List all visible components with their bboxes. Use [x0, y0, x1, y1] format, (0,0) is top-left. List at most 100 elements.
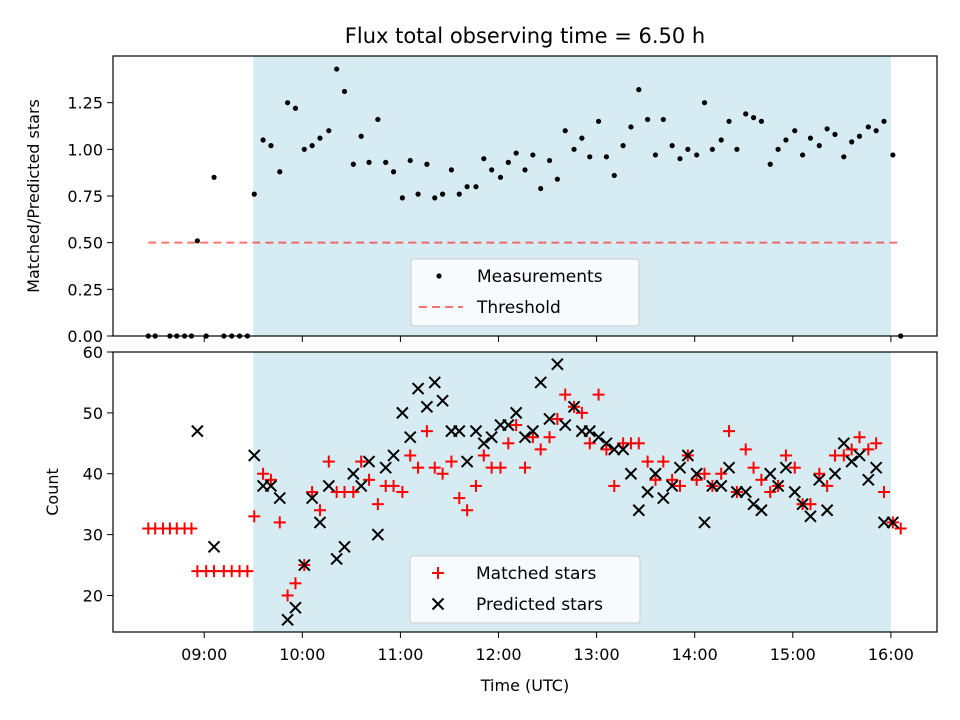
predicted-point — [289, 601, 302, 614]
predicted-point — [755, 504, 768, 517]
measurement-point — [611, 172, 617, 179]
x-tick-label: 16:00 — [868, 645, 914, 664]
measurement-point — [309, 143, 315, 149]
count-legend: Matched stars Predicted stars — [409, 555, 641, 624]
predicted-point — [820, 504, 834, 517]
matched-point — [788, 461, 801, 474]
predicted-point — [460, 455, 474, 468]
measurement-point — [767, 161, 773, 167]
legend-measurement-marker — [436, 273, 442, 279]
measurement-point — [800, 152, 806, 158]
measurement-point — [677, 156, 683, 162]
matched-point — [273, 516, 286, 529]
predicted-point — [739, 485, 752, 499]
matched-point — [412, 461, 425, 474]
predicted-point — [305, 491, 319, 505]
matched-point — [813, 467, 826, 480]
measurement-point — [701, 100, 708, 106]
matched-point — [739, 443, 752, 456]
predicted-point — [526, 424, 540, 438]
matched-point — [428, 461, 441, 474]
predicted-point — [436, 394, 449, 407]
x-tick-label: 14:00 — [672, 645, 718, 664]
ratio-panel: 0.00 0.25 0.50 0.75 1.00 1.25 Matched/Predict… — [24, 55, 938, 346]
matched-point — [396, 486, 409, 498]
matched-point — [551, 412, 564, 425]
predicted-point — [338, 540, 351, 553]
predicted-point — [477, 437, 491, 450]
matched-point — [747, 461, 760, 474]
count-panel-frame — [112, 351, 938, 633]
y-tick-label: 60 — [83, 343, 103, 362]
matched-point — [494, 461, 507, 474]
measurement-point — [260, 137, 266, 143]
predicted-point — [632, 504, 645, 517]
matched-point — [837, 449, 850, 462]
measurement-point — [873, 128, 879, 134]
measurement-point — [432, 195, 438, 201]
predicted-point — [387, 449, 400, 462]
matched-point — [313, 504, 326, 517]
matched-point — [715, 467, 728, 480]
matched-point — [543, 431, 556, 444]
predicted-point — [396, 406, 409, 420]
matched-point — [608, 479, 621, 492]
matched-point — [264, 473, 277, 486]
y-tick-label: 0.25 — [67, 280, 103, 299]
matched-point — [281, 589, 294, 602]
y-tick-label: 1.00 — [67, 140, 103, 159]
matched-point — [534, 443, 547, 456]
measurement-point — [620, 143, 626, 149]
y-tick-label: 1.25 — [67, 94, 103, 113]
y-tick-label: 50 — [83, 404, 103, 423]
matched-point — [673, 479, 686, 492]
matched-point — [257, 467, 270, 480]
matched-point — [779, 449, 792, 462]
measurement-point — [194, 238, 200, 244]
predicted-point — [862, 473, 875, 487]
matched-point — [559, 388, 572, 401]
measurement-point — [694, 152, 700, 158]
count-panel: 20 30 40 50 60 09:00 10:00 11:00 12:00 13:00 14:0… — [43, 343, 938, 695]
measurement-point — [587, 154, 593, 160]
predicted-point — [322, 479, 336, 493]
predicted-point — [509, 406, 523, 420]
legend-threshold-label: Threshold — [476, 298, 561, 318]
measurement-point — [734, 146, 740, 152]
measurement-point — [571, 146, 577, 152]
measurement-point — [513, 150, 519, 156]
measurement-point — [807, 135, 814, 141]
predicted-point — [813, 473, 826, 487]
predicted-point — [485, 431, 498, 444]
measurement-point — [636, 87, 642, 93]
matched-point — [363, 473, 376, 486]
y-tick-label: 0.00 — [67, 327, 103, 346]
matched-point — [723, 425, 736, 438]
measurement-point — [890, 152, 896, 158]
predicted-point — [191, 424, 204, 438]
predicted-point — [608, 443, 621, 456]
matched-point — [289, 577, 302, 590]
predicted-point — [681, 449, 695, 462]
predicted-point — [534, 376, 547, 389]
measurement-point — [440, 191, 446, 197]
measurement-point — [562, 128, 568, 134]
predicted-point — [649, 467, 662, 480]
x-tick-label: 13:00 — [574, 645, 620, 664]
measurement-point — [685, 146, 691, 152]
measurement-point — [415, 191, 421, 197]
legend-measurements-label: Measurements — [477, 267, 603, 287]
predicted-point — [600, 437, 613, 450]
measurement-point — [251, 191, 257, 197]
measurement-point — [464, 184, 470, 190]
predicted-point — [779, 461, 793, 474]
matched-point — [690, 473, 703, 486]
predicted-point — [420, 400, 434, 413]
measurement-point — [743, 111, 749, 117]
measurement-point — [856, 133, 863, 139]
measurement-point — [530, 152, 536, 158]
predicted-point — [354, 479, 368, 493]
matched-point — [845, 443, 858, 456]
measurement-point — [579, 135, 585, 141]
